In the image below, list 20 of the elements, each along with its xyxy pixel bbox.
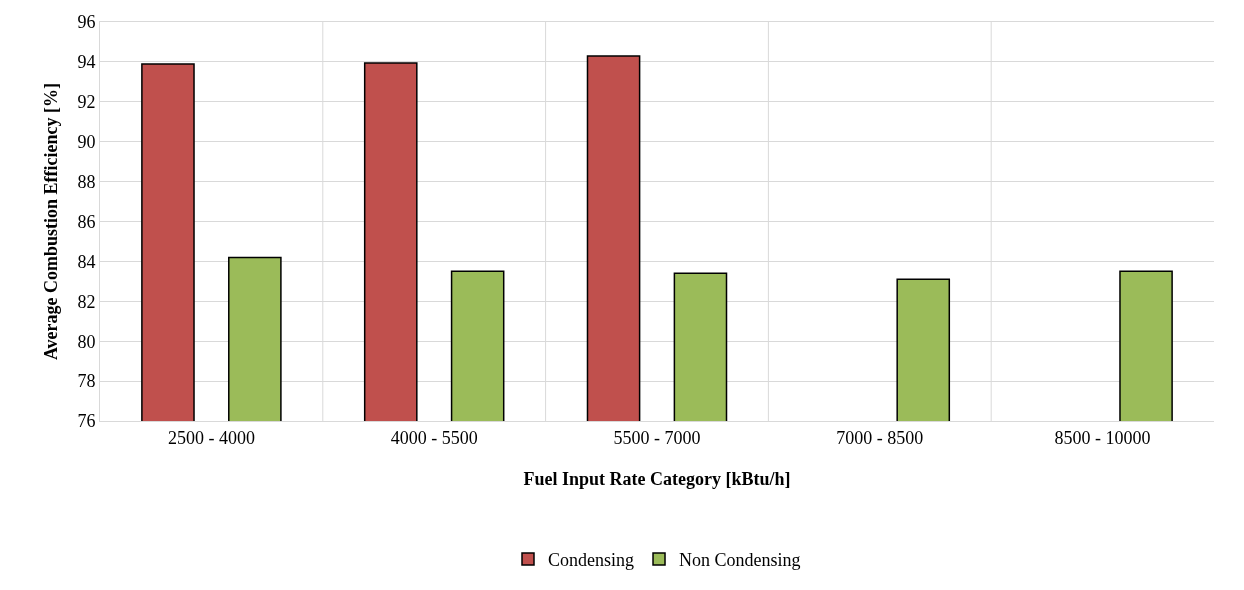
y-tick-label: 96 — [77, 12, 96, 33]
legend-label: Condensing — [548, 549, 635, 570]
y-tick-label: 88 — [77, 171, 96, 192]
x-axis-title: Fuel Input Rate Category [kBtu/h] — [523, 468, 791, 489]
y-tick-label: 90 — [77, 132, 96, 152]
y-tick-label: 76 — [77, 411, 96, 432]
x-tick-label: 5500 - 7000 — [613, 427, 701, 448]
y-tick-label: 94 — [77, 52, 96, 73]
x-tick-label: 4000 - 5500 — [390, 427, 478, 448]
y-tick-label: 78 — [77, 371, 96, 392]
y-tick-label: 82 — [77, 291, 96, 312]
y-tick-label: 86 — [77, 211, 96, 232]
legend-label: Non Condensing — [679, 549, 801, 570]
y-tick-label: 80 — [77, 331, 96, 352]
x-tick-label: 8500 - 10000 — [1054, 427, 1151, 448]
y-axis-title: Average Combustion Efficiency [%] — [40, 82, 61, 361]
y-tick-label: 84 — [77, 251, 96, 272]
x-tick-label: 2500 - 4000 — [167, 427, 255, 448]
y-tick-label: 92 — [77, 92, 96, 113]
x-tick-label: 7000 - 8500 — [836, 427, 924, 448]
